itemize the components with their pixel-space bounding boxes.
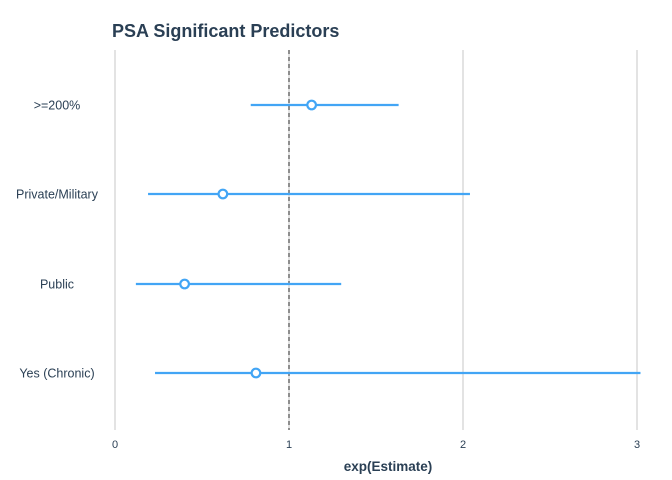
x-tick-label: 1 xyxy=(286,439,292,451)
estimate-point xyxy=(217,188,229,200)
chart-title: PSA Significant Predictors xyxy=(112,21,339,41)
y-axis-ticks: >=200% Private/Military Public Yes (Chronic… xyxy=(16,99,99,381)
x-axis-ticks: 0 1 2 3 xyxy=(112,439,640,451)
estimate-point xyxy=(306,99,318,111)
x-tick-label: 3 xyxy=(634,439,640,451)
y-tick-label: >=200% xyxy=(34,99,81,113)
estimate-point xyxy=(179,278,191,290)
x-tick-label: 0 xyxy=(112,439,118,451)
y-tick-label: Private/Military xyxy=(16,188,99,202)
data-layer xyxy=(135,99,641,379)
x-axis-title: exp(Estimate) xyxy=(344,459,433,474)
estimate-point xyxy=(250,367,262,379)
x-tick-label: 2 xyxy=(460,439,466,451)
y-tick-label: Public xyxy=(40,278,74,292)
y-tick-label: Yes (Chronic) xyxy=(19,367,94,381)
